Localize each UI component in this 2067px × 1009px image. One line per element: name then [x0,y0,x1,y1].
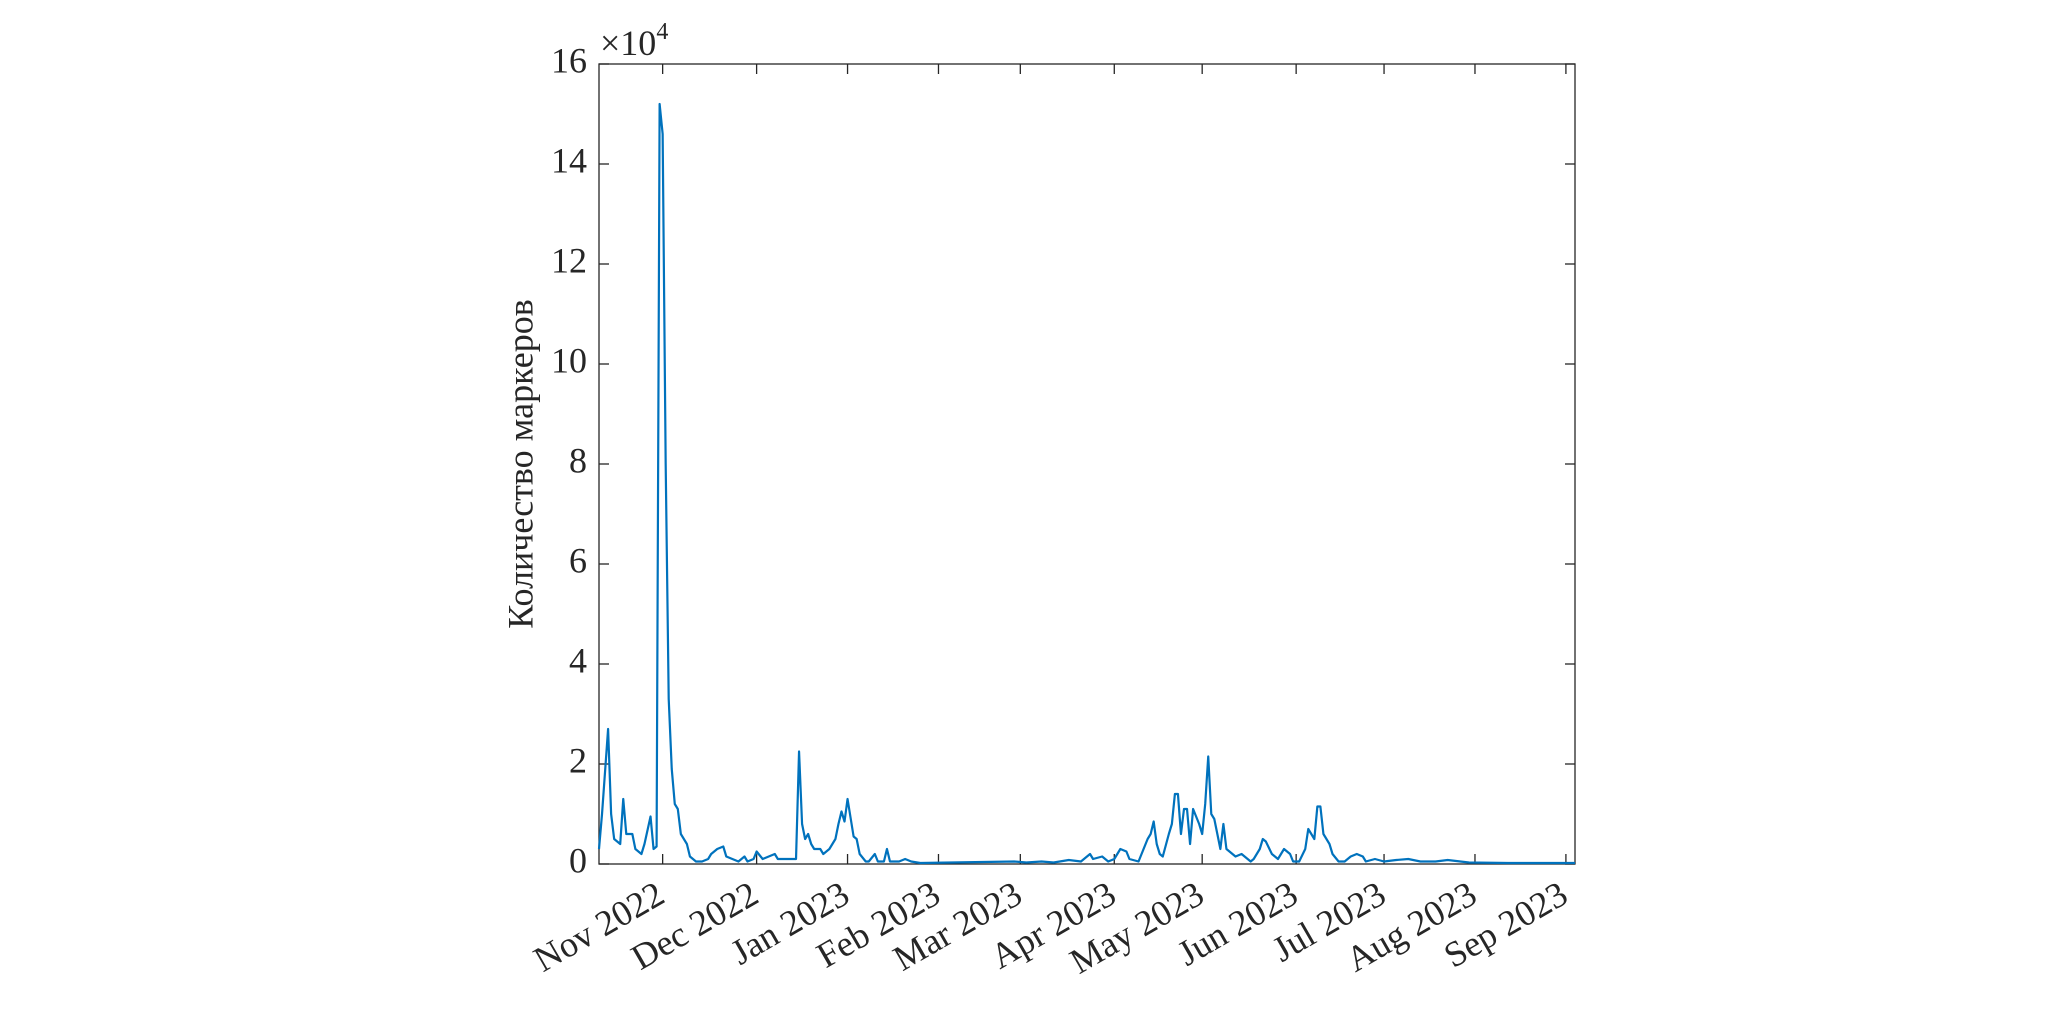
y-tick-label: 16 [551,40,587,80]
y-axis-label: Количество маркеров [500,299,540,629]
multiplier-exponent: 4 [656,19,668,45]
y-tick-label: 8 [569,440,587,480]
y-tick-label: 2 [569,740,587,780]
data-line [597,102,1575,865]
y-tick-label: 12 [551,240,587,280]
y-multiplier: ×104 [600,19,668,64]
y-tick-label: 4 [569,640,587,680]
y-tick-label: 14 [551,140,587,180]
y-tick-label: 6 [569,540,587,580]
y-tick-label: 0 [569,840,587,880]
multiplier-base: ×10 [600,23,656,63]
plot-box [598,63,1576,865]
y-tick-label: 10 [551,340,587,380]
